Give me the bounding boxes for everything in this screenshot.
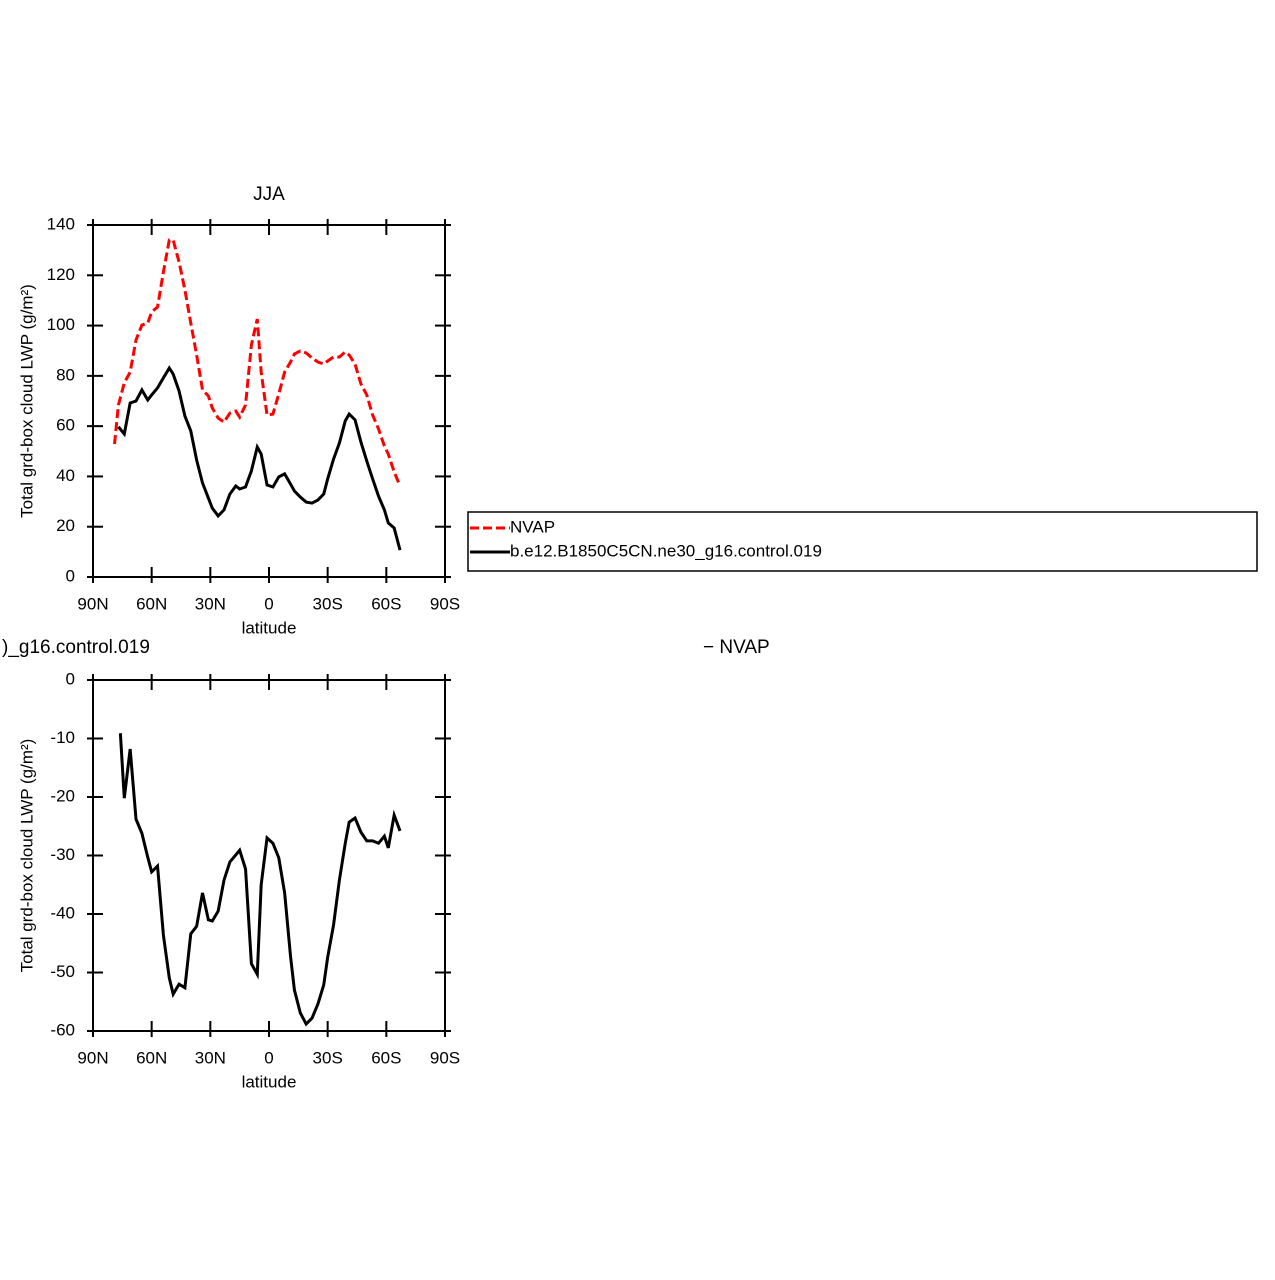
y-tick-label: 40 [56, 466, 75, 485]
y-tick-label: 20 [56, 516, 75, 535]
plot-frame [92, 224, 446, 578]
y-tick-label: 0 [66, 669, 75, 688]
x-tick-label: 90S [430, 594, 460, 613]
left-title: )_g16.control.019 [2, 637, 150, 658]
y-tick-label: -40 [50, 903, 75, 922]
data-line [113, 238, 402, 487]
x-tick-label: 60S [371, 594, 401, 613]
chart-title: JJA [253, 184, 285, 205]
x-tick-label: 60N [136, 594, 167, 613]
plot-frame [92, 679, 446, 1032]
y-tick-label: 100 [47, 315, 75, 334]
y-tick-label: 60 [56, 416, 75, 435]
x-tick-label: 90N [77, 594, 108, 613]
x-tick-label: 30N [195, 1048, 226, 1067]
x-tick-label: 0 [264, 1048, 273, 1067]
y-axis-label: Total grd-box cloud LWP (g/m²) [17, 284, 36, 518]
legend-label: b.e12.B1850C5CN.ne30_g16.control.019 [510, 541, 822, 560]
x-tick-label: 60N [136, 1048, 167, 1067]
data-line [118, 733, 402, 1027]
legend-box [467, 511, 1258, 572]
x-tick-label: 60S [371, 1048, 401, 1067]
x-tick-label: 30N [195, 594, 226, 613]
y-tick-label: 0 [66, 566, 75, 585]
legend-label: NVAP [510, 517, 555, 536]
x-tick-label: 90S [430, 1048, 460, 1067]
x-axis-label: latitude [242, 618, 297, 637]
y-tick-label: -50 [50, 962, 75, 981]
right-title: − NVAP [703, 637, 770, 658]
y-axis-label: Total grd-box cloud LWP (g/m²) [17, 739, 36, 973]
x-tick-label: 30S [313, 594, 343, 613]
x-tick-label: 30S [313, 1048, 343, 1067]
y-tick-label: -60 [50, 1020, 75, 1039]
x-tick-label: 90N [77, 1048, 108, 1067]
y-tick-label: -20 [50, 786, 75, 805]
y-tick-label: -30 [50, 845, 75, 864]
x-axis-label: latitude [242, 1072, 297, 1091]
y-tick-label: 140 [47, 214, 75, 233]
data-line [117, 365, 402, 551]
y-tick-label: -10 [50, 728, 75, 747]
y-tick-label: 80 [56, 365, 75, 384]
x-tick-label: 0 [264, 594, 273, 613]
y-tick-label: 120 [47, 265, 75, 284]
